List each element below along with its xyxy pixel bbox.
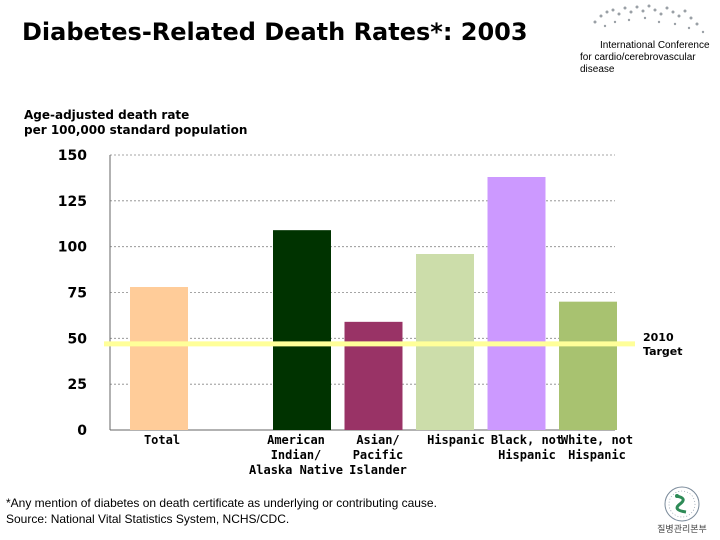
- category-label: Hispanic: [498, 448, 556, 462]
- bar: [487, 177, 546, 430]
- category-label: Asian/: [356, 433, 399, 447]
- category-label: Black, not: [491, 433, 563, 447]
- y-axis-label: Age-adjusted death rate per 100,000 stan…: [24, 108, 264, 138]
- y-tick-label: 50: [68, 331, 88, 347]
- target-label: 2010: [643, 331, 674, 344]
- category-label: Islander: [349, 463, 407, 477]
- y-tick-label: 100: [58, 240, 87, 256]
- bar: [344, 321, 403, 430]
- chart-title: Diabetes-Related Death Rates*: 2003: [22, 18, 528, 46]
- category-label: American: [267, 433, 325, 447]
- logo-caption: 질병관리본부: [657, 523, 707, 535]
- category-label: Alaska Native: [249, 463, 343, 477]
- y-tick-label: 0: [77, 423, 87, 439]
- y-tick-label: 25: [68, 377, 87, 393]
- conference-label: International Conference for cardio/cere…: [580, 40, 720, 76]
- category-label: Hispanic: [427, 433, 485, 447]
- conference-line-1: International Conference: [600, 40, 710, 51]
- category-label: Hispanic: [568, 448, 626, 462]
- footnote: *Any mention of diabetes on death certif…: [6, 495, 566, 527]
- conference-line-2: for cardio/cerebrovascular disease: [580, 52, 696, 75]
- y-axis-label-line-2: per 100,000 standard population: [24, 123, 248, 137]
- footnote-source-line: Source: National Vital Statistics System…: [6, 512, 290, 526]
- kcdc-logo: 질병관리본부: [657, 486, 707, 535]
- bar: [130, 287, 188, 430]
- category-label: Total: [144, 433, 180, 447]
- y-tick-label: 75: [68, 286, 87, 302]
- category-label: Indian/: [271, 448, 322, 462]
- category-label: Pacific: [353, 448, 404, 462]
- target-label: Target: [643, 345, 683, 358]
- bar: [559, 301, 617, 430]
- y-axis-label-line-1: Age-adjusted death rate: [24, 108, 190, 122]
- bar: [273, 230, 331, 430]
- dotted-globe-graphic: [593, 4, 705, 34]
- footnote-line-1: *Any mention of diabetes on death certif…: [6, 496, 437, 510]
- y-tick-label: 125: [58, 194, 87, 210]
- y-tick-label: 150: [58, 148, 87, 164]
- category-label: White, not: [561, 433, 633, 447]
